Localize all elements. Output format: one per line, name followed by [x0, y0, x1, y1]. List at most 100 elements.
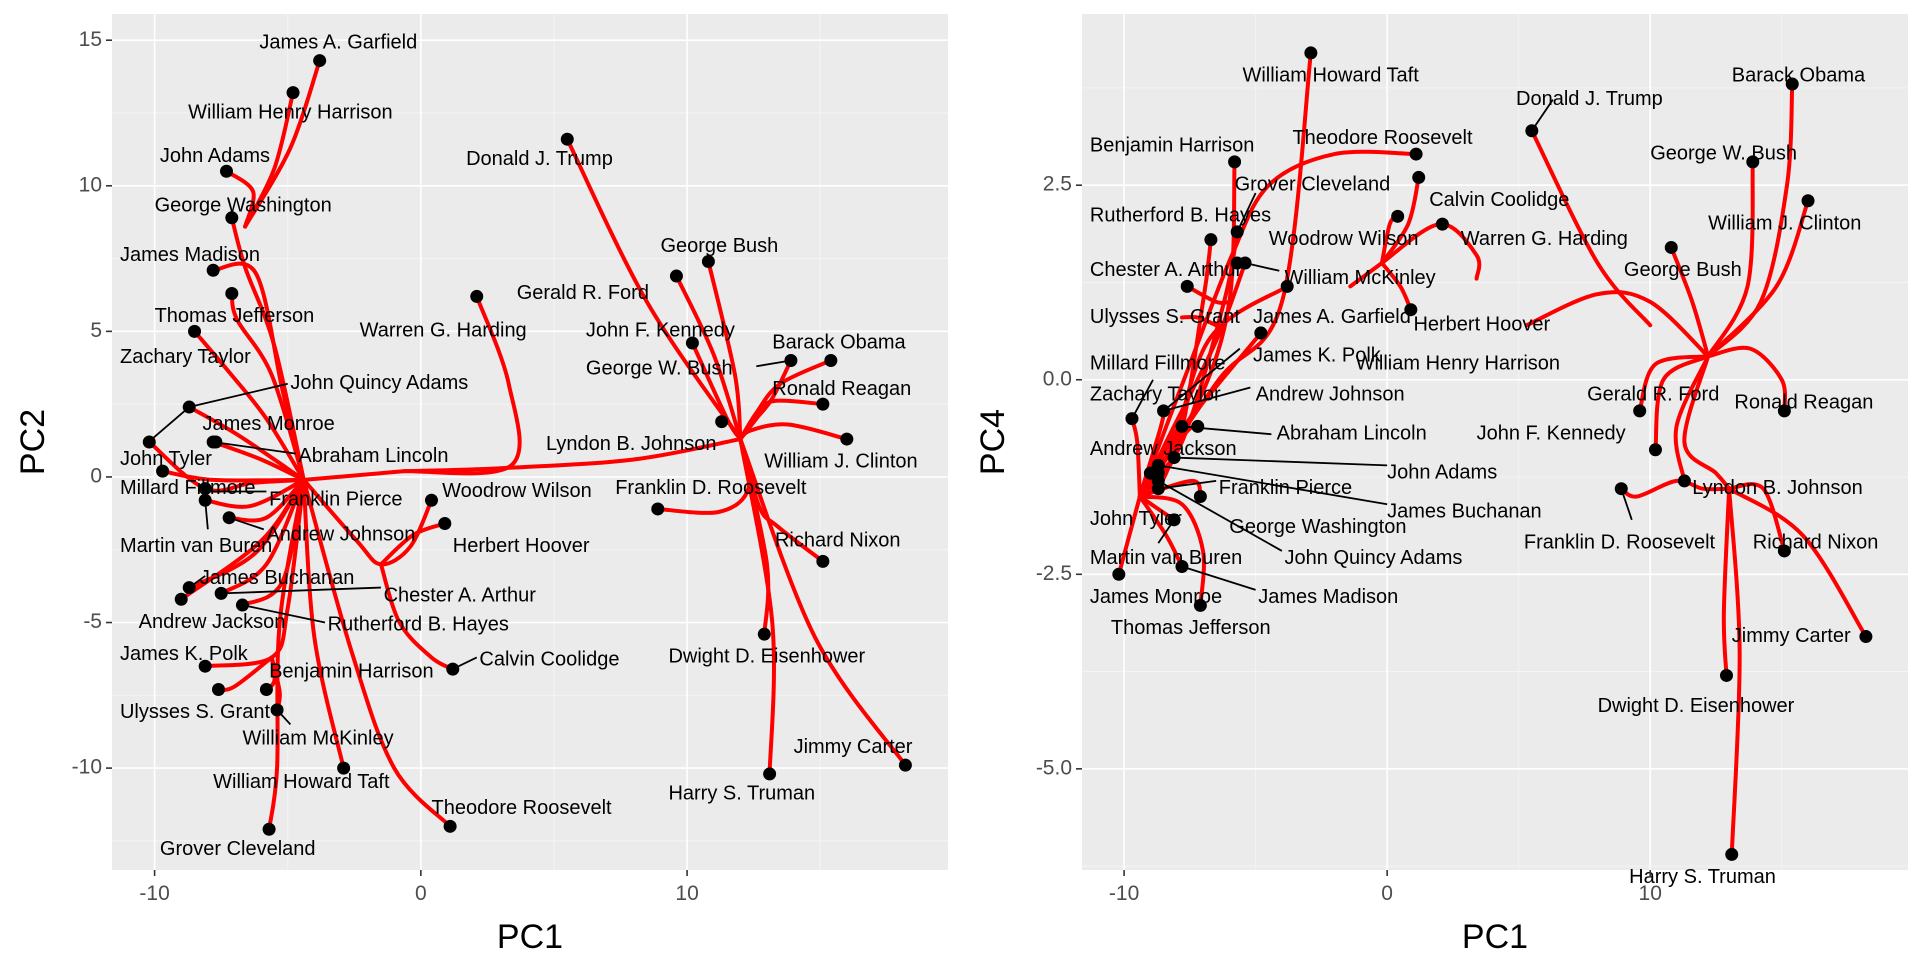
point-franklin-d-roosevelt: [651, 502, 665, 516]
branch-curve-14: [1727, 486, 1742, 857]
point-lyndon-b-johnson: [715, 415, 729, 429]
branch-curve-13: [738, 437, 908, 768]
point-label-harry-s-truman: Harry S. Truman: [668, 783, 815, 805]
branch-curve-39: [301, 477, 453, 829]
point-franklin-d-roosevelt: [1614, 482, 1628, 496]
point-label-james-madison: James Madison: [120, 244, 260, 266]
x-tick-label: -10: [139, 882, 169, 905]
branch-curve-26: [160, 469, 306, 483]
branch-curve-41: [378, 521, 447, 567]
point-william-howard-taft: [1304, 46, 1318, 60]
point-label-barack-obama: Barack Obama: [1732, 65, 1866, 87]
branch-curve-42: [1137, 494, 1206, 608]
point-label-franklin-pierce: Franklin Pierce: [1219, 477, 1352, 499]
branch-curve-7: [1653, 354, 1711, 452]
point-label-millard-fillmore: Millard Fillmore: [1090, 352, 1226, 374]
label-group: William Howard Taft Barack Obama Donald J.…: [1090, 65, 1879, 889]
leader-group: [1131, 99, 1633, 591]
point-label-john-adams: John Adams: [1387, 461, 1497, 483]
point-ulysses-s-grant: [211, 682, 225, 696]
label-group: James A. Garfield William Henry Harrison J…: [120, 31, 918, 860]
x-tick-label: -10: [1109, 882, 1139, 905]
y-axis-title: PC2: [14, 409, 52, 475]
point-william-henry-harrison: [286, 86, 300, 100]
y-tick-label: -5: [83, 610, 102, 633]
point-jimmy-carter: [1859, 630, 1873, 644]
point-george-w-bush: [1746, 155, 1760, 169]
point-label-grover-cleveland: Grover Cleveland: [1235, 173, 1391, 195]
branch-curve-24: [243, 58, 322, 229]
branch-curve-27: [203, 477, 306, 509]
point-label-donald-j-trump: Donald J. Trump: [1516, 88, 1663, 110]
point-barack-obama: [824, 353, 838, 367]
point-label-george-w-bush: George W. Bush: [586, 357, 733, 379]
point-label-jimmy-carter: Jimmy Carter: [794, 736, 913, 758]
point-jimmy-carter: [898, 758, 912, 772]
branch-group: [147, 58, 908, 832]
branch-curve-0: [402, 437, 743, 474]
point-label-barack-obama: Barack Obama: [772, 331, 906, 353]
point-label-john-f-kennedy: John F. Kennedy: [1477, 422, 1626, 444]
point-gerald-r-ford: [1633, 404, 1647, 418]
point-richard-nixon: [1777, 544, 1791, 558]
point-grover-cleveland: [262, 822, 276, 836]
branch-curve-4: [738, 422, 849, 442]
point-john-tyler: [1167, 513, 1181, 527]
point-donald-j-trump: [1525, 124, 1539, 138]
point-abraham-lincoln: [1175, 419, 1189, 433]
point-james-buchanan: [182, 581, 196, 595]
point-gerald-r-ford: [669, 269, 683, 283]
branch-curve-2: [1706, 159, 1755, 359]
y-tick-label: 10: [79, 173, 102, 196]
y-tick-label: 0: [90, 464, 102, 487]
point-label-gerald-r-ford: Gerald R. Ford: [1587, 384, 1719, 406]
branch-curve-1: [1706, 82, 1795, 359]
point-label-woodrow-wilson: Woodrow Wilson: [1269, 228, 1419, 250]
branch-curve-0: [1524, 290, 1711, 359]
point-label-ulysses-s-grant: Ulysses S. Grant: [1090, 306, 1240, 328]
leader-line-1: [151, 406, 190, 440]
chart-panel-pc1-pc2: James A. Garfield William Henry Harrison J…: [14, 14, 948, 956]
point-ronald-reagan: [816, 397, 830, 411]
point-label-franklin-d-roosevelt: Franklin D. Roosevelt: [615, 477, 807, 499]
point-woodrow-wilson: [424, 493, 438, 507]
point-label-jimmy-carter: Jimmy Carter: [1732, 625, 1851, 647]
branch-curve-30: [187, 477, 306, 590]
point-label-william-j-clinton: William J. Clinton: [1708, 212, 1861, 234]
branch-curve-42: [378, 562, 455, 672]
point-label-calvin-coolidge: Calvin Coolidge: [479, 649, 619, 671]
point-label-james-a-garfield: James A. Garfield: [1253, 306, 1411, 328]
branch-curve-22: [1185, 284, 1232, 306]
y-tick-label: -5.0: [1036, 756, 1072, 779]
leader-line-5: [1163, 386, 1251, 412]
point-john-quincy-adams: [182, 400, 196, 414]
branch-curve-14: [402, 294, 522, 476]
chart-panel-pc1-pc4: William Howard Taft Barack Obama Donald J.…: [974, 14, 1908, 956]
point-label-zachary-taylor: Zachary Taylor: [1090, 384, 1221, 406]
point-label-william-j-clinton: William J. Clinton: [764, 451, 917, 473]
point-label-william-howard-taft: William Howard Taft: [213, 771, 390, 793]
branch-curve-7: [674, 274, 743, 442]
leader-line-9: [1158, 464, 1388, 506]
point-james-madison: [206, 263, 220, 277]
point-label-james-madison: James Madison: [1258, 586, 1398, 608]
point-group: [142, 54, 912, 836]
point-thomas-jefferson: [1193, 598, 1207, 612]
leader-line-6: [221, 586, 381, 595]
point-label-andrew-johnson: Andrew Johnson: [1256, 384, 1405, 406]
point-label-dwight-d-eisenhower: Dwight D. Eisenhower: [668, 646, 865, 668]
point-label-warren-g-harding: Warren G. Harding: [360, 320, 527, 342]
point-benjamin-harrison: [259, 682, 273, 696]
branch-curve-15: [1529, 128, 1653, 328]
y-tick-label: -2.5: [1036, 562, 1072, 585]
point-andrew-jackson: [174, 592, 188, 606]
point-label-john-tyler: John Tyler: [120, 448, 212, 470]
branch-curve-13: [1721, 486, 1732, 678]
branch-curve-5: [1706, 345, 1788, 413]
branch-curve-20: [229, 215, 306, 482]
branch-curve-28: [1348, 261, 1384, 289]
point-calvin-coolidge: [446, 662, 460, 676]
point-label-donald-j-trump: Donald J. Trump: [466, 148, 613, 170]
point-john-f-kennedy: [685, 336, 699, 350]
point-label-benjamin-harrison: Benjamin Harrison: [269, 660, 434, 682]
